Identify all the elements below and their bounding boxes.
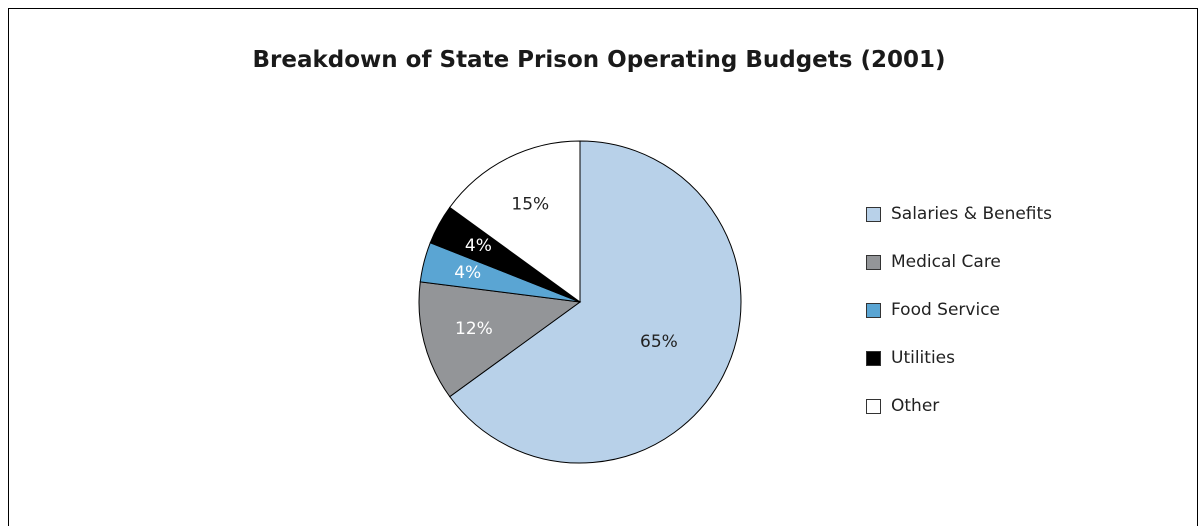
legend-label: Food Service [891,300,1000,320]
legend-label: Utilities [891,348,955,368]
pie-slice-other [449,140,581,303]
legend-label: Medical Care [891,252,1001,272]
chart-title: Breakdown of State Prison Operating Budg… [252,47,946,73]
legend-item-food-service: Food Service [866,299,1052,347]
legend-swatch [866,351,881,366]
legend-item-other: Other [866,395,1052,443]
legend-item-utilities: Utilities [866,347,1052,395]
slice-label-other: 15% [511,194,549,214]
slice-label-medical-care: 12% [455,319,493,339]
legend-item-salaries-benefits: Salaries & Benefits [866,203,1052,251]
slice-label-salaries-benefits: 65% [640,332,678,352]
slice-label-food-service: 4% [454,263,481,283]
legend-swatch [866,399,881,414]
legend-swatch [866,207,881,222]
pie-slice-salaries-benefits [449,140,742,464]
legend-swatch [866,255,881,270]
pie-slice-medical-care [418,281,582,398]
legend-label: Other [891,396,940,416]
legend: Salaries & Benefits Medical Care Food Serv… [866,203,1052,443]
legend-swatch [866,303,881,318]
slice-label-utilities: 4% [465,236,492,256]
legend-item-medical-care: Medical Care [866,251,1052,299]
legend-label: Salaries & Benefits [891,204,1053,224]
